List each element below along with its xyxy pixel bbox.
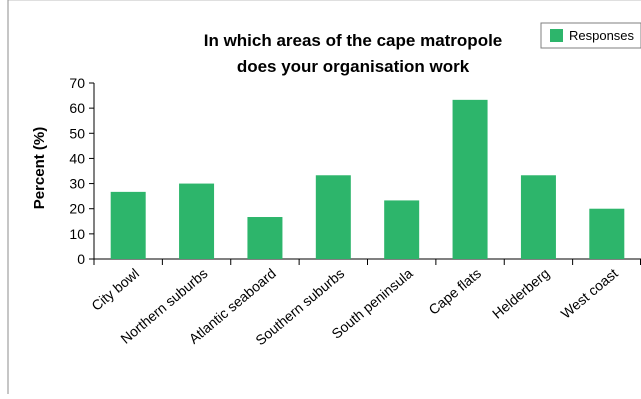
bar — [179, 183, 215, 259]
y-tick-label: 40 — [69, 150, 85, 166]
bar — [520, 175, 556, 259]
y-tick-label: 60 — [69, 100, 85, 116]
x-tick-label: West coast — [558, 265, 621, 322]
legend-swatch — [550, 29, 563, 42]
chart-title-line-2: does your organisation work — [237, 57, 470, 76]
y-axis-label: Percent (%) — [31, 127, 48, 210]
legend-label: Responses — [569, 28, 635, 43]
bar — [452, 99, 488, 260]
y-tick-label: 70 — [69, 75, 85, 91]
bar — [384, 200, 420, 259]
legend: Responses — [540, 22, 641, 49]
x-tick-label: Cape flats — [425, 265, 484, 318]
y-tick-label: 0 — [77, 251, 85, 267]
y-tick-label: 20 — [69, 201, 85, 217]
chart-title-line-1: In which areas of the cape matropole — [204, 31, 503, 50]
bar — [315, 175, 351, 259]
bar — [589, 208, 625, 259]
x-tick-label: City bowl — [88, 265, 142, 314]
bar — [110, 191, 146, 259]
y-tick-label: 30 — [69, 176, 85, 192]
y-tick-label: 10 — [69, 226, 85, 242]
x-tick-label: Helderberg — [489, 265, 552, 322]
bar — [247, 217, 283, 259]
y-tick-label: 50 — [69, 125, 85, 141]
